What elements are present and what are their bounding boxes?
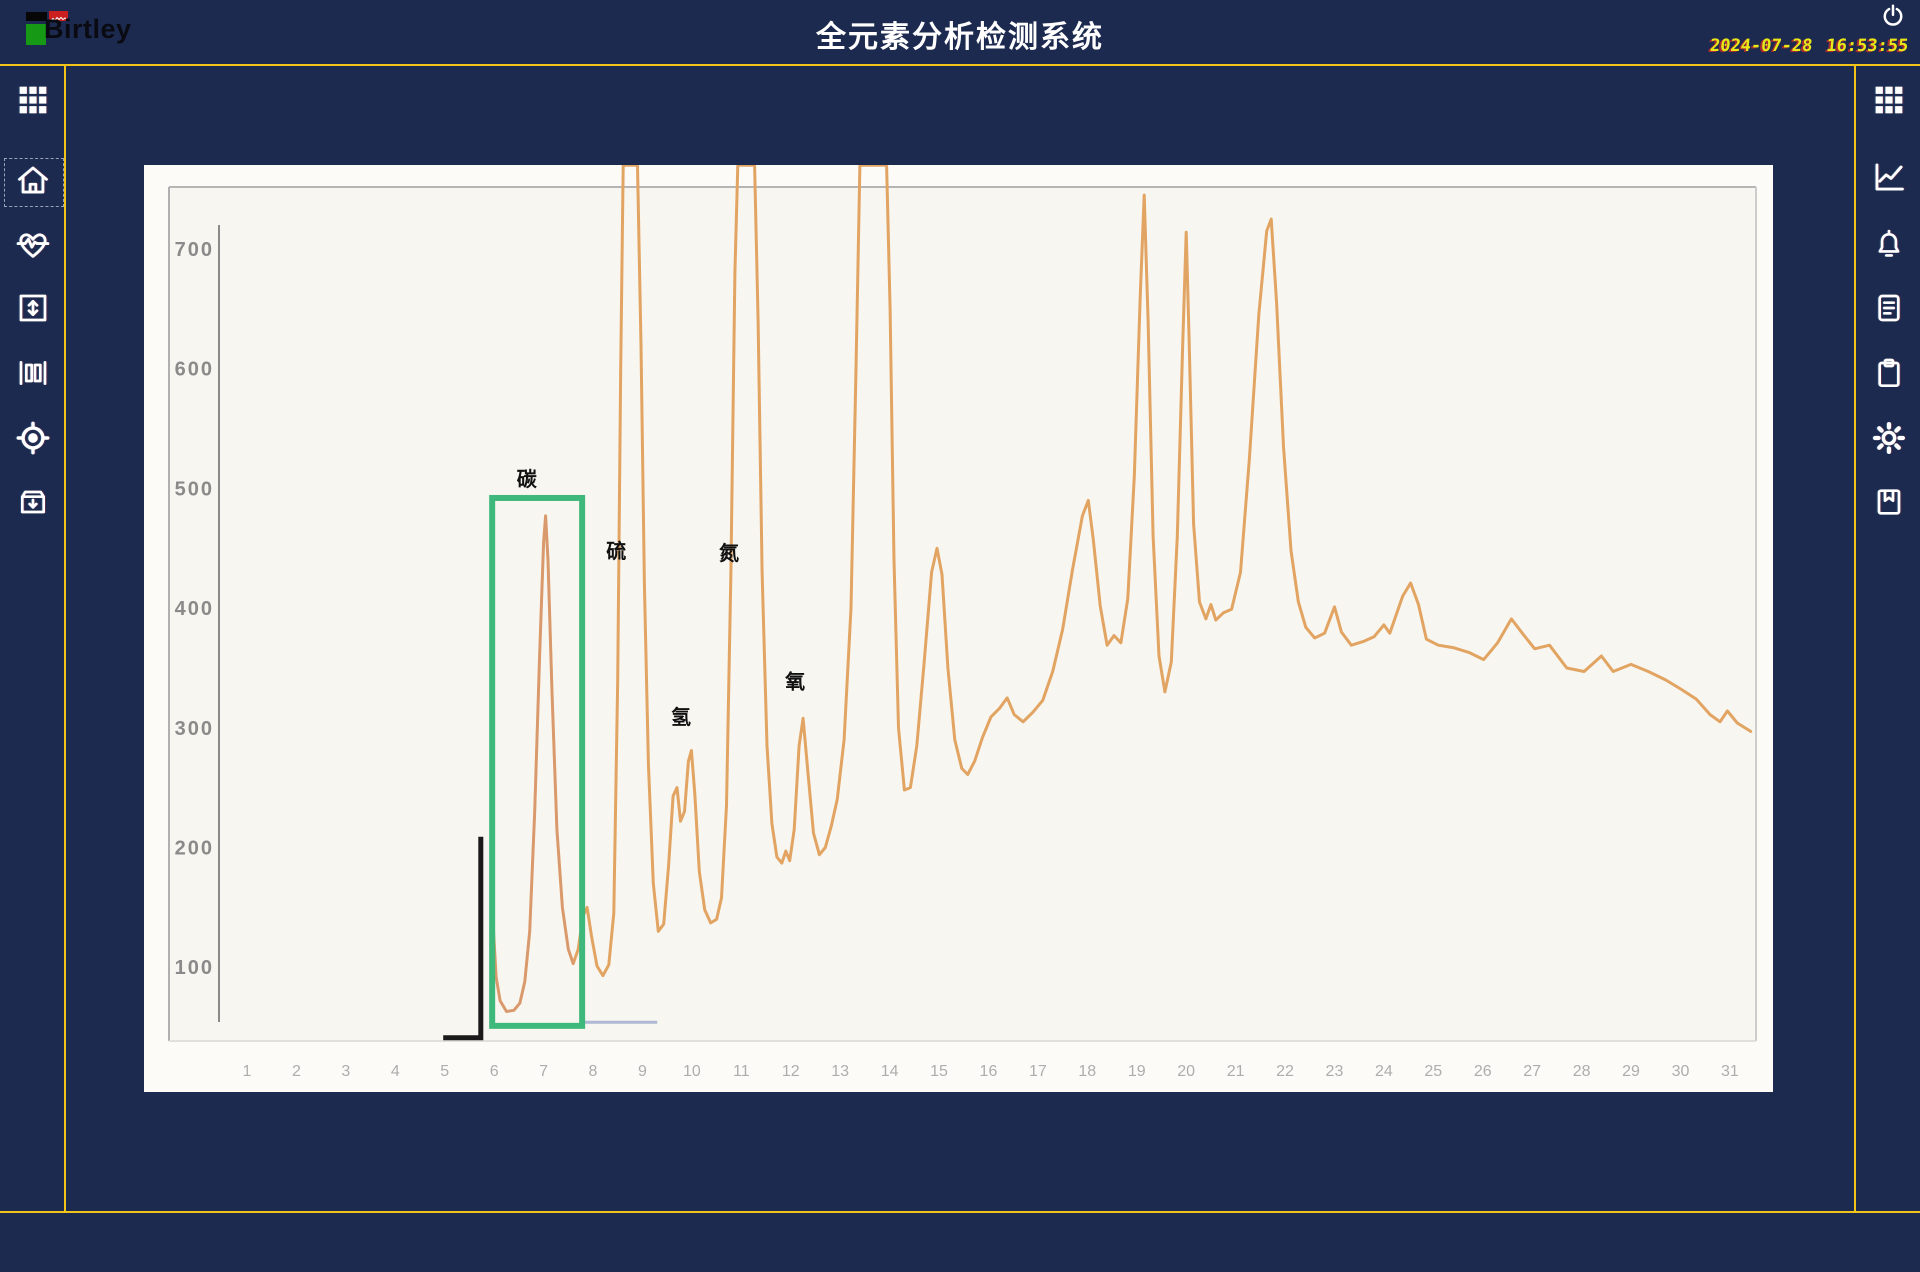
svg-text:6: 6	[490, 1063, 499, 1080]
chromatogram-panel: 700 600 500 400 300 200 100 1 2 3 4 5 6 7 8 9 10 11 12 13 14…	[144, 165, 1773, 1092]
logo-black-square	[26, 12, 47, 21]
logo-text: Birtley	[44, 14, 132, 44]
sidebar-item-calibration[interactable]	[13, 418, 53, 458]
svg-text:16: 16	[980, 1063, 998, 1080]
power-icon[interactable]	[1880, 3, 1906, 29]
sidebar-item-range[interactable]	[13, 288, 53, 328]
page-title: 全元素分析检测系统	[816, 21, 1104, 54]
grid-icon	[19, 86, 47, 114]
svg-text:2: 2	[292, 1063, 301, 1080]
clipboard-icon	[1878, 358, 1900, 387]
heart-pulse-icon	[16, 233, 50, 258]
sidebar-item-monitoring[interactable]	[13, 225, 53, 265]
vertical-expand-icon	[19, 294, 47, 322]
svg-text:18: 18	[1078, 1063, 1096, 1080]
svg-text:24: 24	[1375, 1063, 1393, 1080]
footer-divider	[0, 1211, 1920, 1213]
svg-text:4: 4	[391, 1063, 400, 1080]
element-annotation: 碳	[517, 467, 538, 491]
element-annotation: 氧	[784, 669, 805, 693]
sidebar-item-archive[interactable]	[13, 482, 53, 522]
svg-text:7: 7	[539, 1063, 548, 1080]
date-text: 2024-07-28	[1708, 36, 1814, 56]
svg-text:8: 8	[589, 1063, 598, 1080]
svg-text:200: 200	[175, 838, 214, 860]
element-annotation: 氢	[671, 705, 691, 729]
svg-text:27: 27	[1523, 1063, 1541, 1080]
svg-text:29: 29	[1622, 1063, 1640, 1080]
logo-wave-icon	[50, 16, 67, 22]
sidebar-item-alarms[interactable]	[1869, 225, 1909, 265]
svg-text:19: 19	[1128, 1063, 1146, 1080]
sidebar-item-curves[interactable]	[1869, 157, 1909, 197]
grid-icon	[1875, 86, 1903, 114]
element-annotation: 硫	[606, 539, 626, 563]
svg-text:26: 26	[1474, 1063, 1492, 1080]
svg-text:31: 31	[1721, 1063, 1739, 1080]
sidebar-item-reports[interactable]	[1869, 288, 1909, 328]
svg-text:20: 20	[1177, 1063, 1195, 1080]
svg-text:28: 28	[1573, 1063, 1591, 1080]
svg-text:13: 13	[831, 1063, 849, 1080]
svg-text:600: 600	[175, 359, 214, 381]
sidebar-item-apps[interactable]	[13, 80, 53, 120]
archive-download-icon	[21, 490, 45, 514]
svg-text:400: 400	[175, 598, 214, 620]
svg-text:300: 300	[175, 718, 214, 740]
home-icon	[18, 166, 48, 194]
element-annotation: 氮	[719, 541, 739, 565]
svg-text:21: 21	[1227, 1063, 1245, 1080]
datetime-display: 2024-07-28 16:53:55	[1709, 36, 1909, 56]
svg-text:700: 700	[175, 239, 214, 261]
svg-text:3: 3	[341, 1063, 350, 1080]
time-text: 16:53:55	[1825, 36, 1910, 56]
settings-gear-icon	[1872, 421, 1906, 455]
save-book-icon	[1877, 489, 1901, 515]
svg-text:12: 12	[782, 1063, 800, 1080]
sidebar-item-columns[interactable]	[13, 353, 53, 393]
svg-text:17: 17	[1029, 1063, 1047, 1080]
svg-text:25: 25	[1424, 1063, 1442, 1080]
svg-text:23: 23	[1326, 1063, 1344, 1080]
logo-green-square	[26, 24, 46, 45]
svg-text:9: 9	[638, 1063, 647, 1080]
sidebar-item-apps-right[interactable]	[1869, 80, 1909, 120]
svg-text:1: 1	[243, 1063, 252, 1080]
sidebar-item-settings[interactable]	[1869, 418, 1909, 458]
right-sidebar	[1854, 66, 1920, 1211]
svg-text:11: 11	[733, 1063, 750, 1080]
svg-text:5: 5	[440, 1063, 449, 1080]
svg-text:22: 22	[1276, 1063, 1294, 1080]
svg-text:100: 100	[175, 957, 214, 979]
sidebar-item-home[interactable]	[13, 160, 53, 200]
brand-logo: Birtley	[24, 8, 224, 56]
svg-text:30: 30	[1672, 1063, 1690, 1080]
line-chart-icon	[1875, 163, 1904, 191]
sidebar-item-records[interactable]	[1869, 482, 1909, 522]
svg-text:10: 10	[683, 1063, 701, 1080]
sidebar-item-tasks[interactable]	[1869, 353, 1909, 393]
target-icon	[16, 421, 50, 455]
logo-red-square	[49, 11, 68, 22]
svg-text:14: 14	[881, 1063, 899, 1080]
header-bar: Birtley 全元素分析检测系统 2024-07-28 16:53:55	[0, 0, 1920, 66]
svg-text:500: 500	[175, 478, 214, 500]
report-icon	[1878, 294, 1900, 322]
active-item-focus-outline	[4, 158, 64, 207]
columns-icon	[19, 361, 47, 385]
bell-icon	[1878, 229, 1900, 257]
svg-text:15: 15	[930, 1063, 948, 1080]
left-sidebar	[0, 66, 66, 1211]
